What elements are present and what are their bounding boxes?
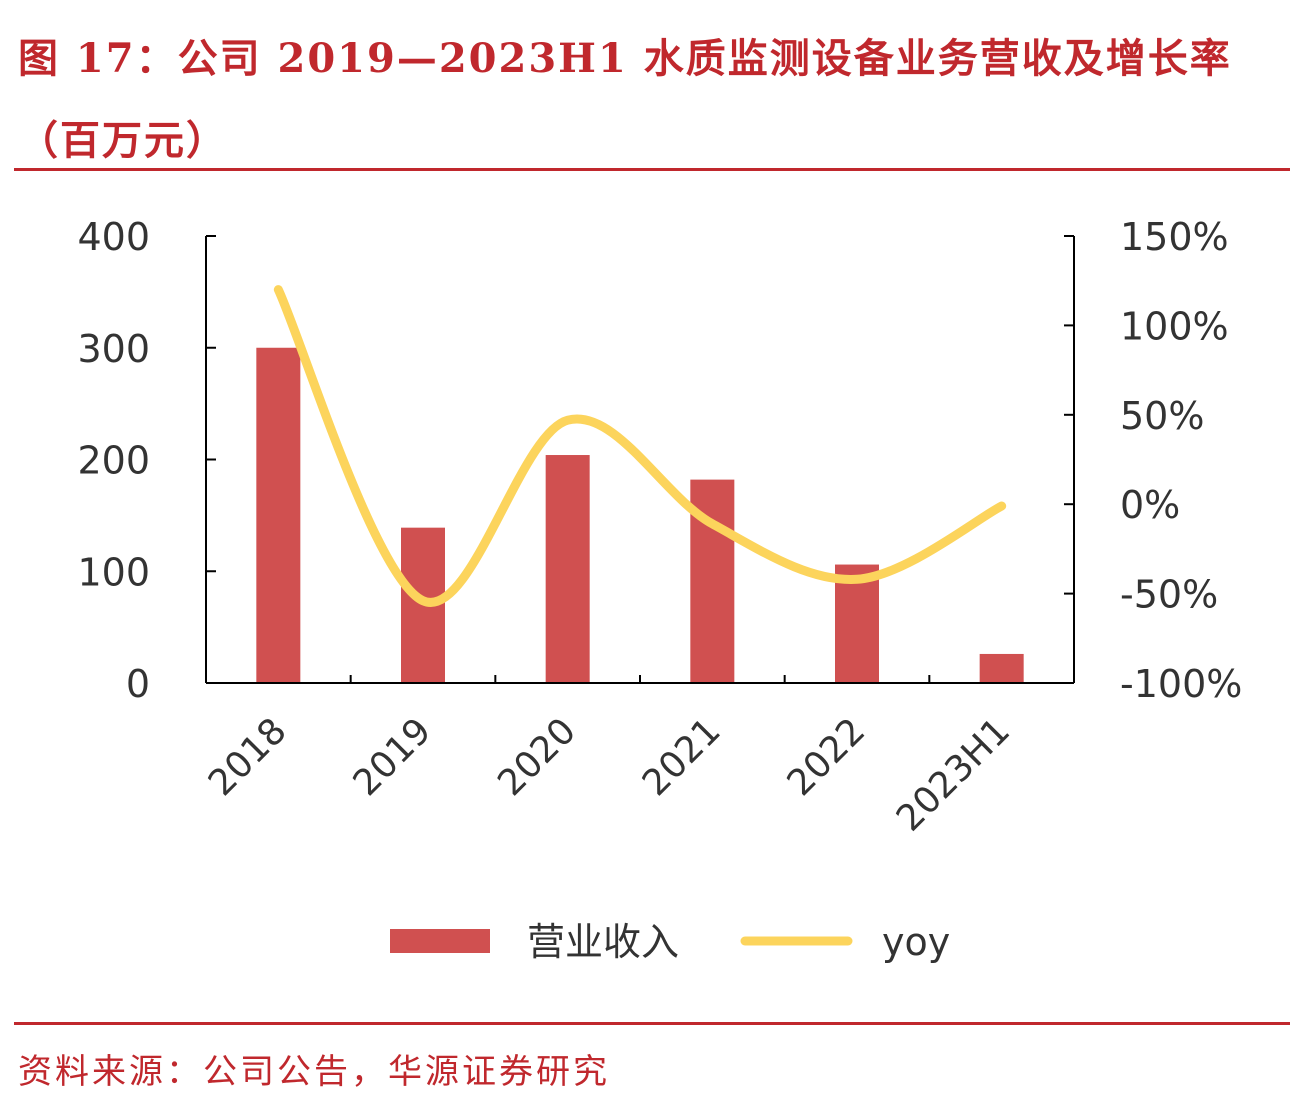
x-tick-label: 2020 <box>490 710 584 804</box>
legend-bar-swatch <box>390 929 490 953</box>
left-tick-label: 0 <box>126 662 150 706</box>
title-rule <box>14 168 1290 171</box>
legend-line-label: yoy <box>882 920 950 964</box>
x-tick-label: 2023H1 <box>889 710 1018 839</box>
yoy-line <box>273 285 1007 607</box>
bar-2020 <box>545 455 590 683</box>
right-tick-label: 0% <box>1120 483 1180 527</box>
right-tick-label: 100% <box>1120 304 1229 348</box>
right-tick-label: 50% <box>1120 394 1204 438</box>
right-tick-label: -50% <box>1120 573 1218 617</box>
x-tick-label: 2021 <box>635 710 729 804</box>
x-tick-label: 2019 <box>346 710 440 804</box>
x-tick-label: 2022 <box>780 710 874 804</box>
x-tick-label: 2018 <box>201 710 295 804</box>
chart-title: 图 17：公司 2019—2023H1 水质监测设备业务营收及增长率（百万元） <box>18 35 1232 164</box>
bar-2022 <box>835 564 879 683</box>
legend-bar-label: 营业收入 <box>527 920 679 964</box>
source-note: 资料来源：公司公告，华源证券研究 <box>18 1052 610 1092</box>
bar-2023H1 <box>979 653 1024 683</box>
source-rule <box>14 1022 1290 1025</box>
bar-2018 <box>256 347 301 683</box>
left-tick-label: 100 <box>77 550 150 594</box>
right-tick-label: -100% <box>1120 662 1242 706</box>
left-tick-label: 200 <box>77 439 150 483</box>
left-tick-label: 300 <box>77 327 150 371</box>
left-tick-label: 400 <box>77 215 150 259</box>
right-tick-label: 150% <box>1120 215 1229 259</box>
